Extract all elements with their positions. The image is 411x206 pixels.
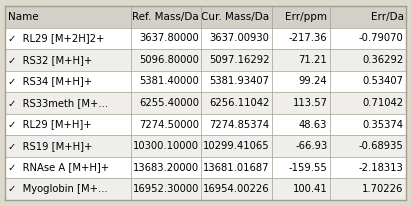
Text: ✓  RS34 [M+H]+: ✓ RS34 [M+H]+: [8, 76, 92, 87]
Text: ✓  RS33meth [M+...: ✓ RS33meth [M+...: [8, 98, 109, 108]
Text: -159.55: -159.55: [289, 163, 328, 173]
Text: 7274.50000: 7274.50000: [139, 119, 199, 130]
Text: 113.57: 113.57: [292, 98, 328, 108]
Text: ✓  Myoglobin [M+...: ✓ Myoglobin [M+...: [8, 184, 108, 194]
Bar: [5, 92, 406, 114]
Text: -2.18313: -2.18313: [359, 163, 404, 173]
Text: 6256.11042: 6256.11042: [209, 98, 269, 108]
Bar: [5, 49, 406, 71]
Text: 99.24: 99.24: [299, 76, 328, 87]
Bar: [5, 135, 406, 157]
Text: 3637.00930: 3637.00930: [209, 33, 269, 43]
Text: Cur. Mass/Da: Cur. Mass/Da: [201, 12, 269, 22]
Text: -217.36: -217.36: [289, 33, 328, 43]
Text: ✓  RS19 [M+H]+: ✓ RS19 [M+H]+: [8, 141, 92, 151]
Bar: [5, 6, 406, 28]
Text: -66.93: -66.93: [295, 141, 328, 151]
Bar: [5, 71, 406, 92]
Text: 7274.85374: 7274.85374: [209, 119, 269, 130]
Text: Err/ppm: Err/ppm: [285, 12, 328, 22]
Text: 13683.20000: 13683.20000: [133, 163, 199, 173]
Text: Ref. Mass/Da: Ref. Mass/Da: [132, 12, 199, 22]
Text: ✓  RNAse A [M+H]+: ✓ RNAse A [M+H]+: [8, 163, 109, 173]
Bar: [5, 178, 406, 200]
Text: 0.53407: 0.53407: [363, 76, 404, 87]
Text: 3637.80000: 3637.80000: [139, 33, 199, 43]
Text: 5381.40000: 5381.40000: [139, 76, 199, 87]
Bar: [5, 28, 406, 49]
Text: 0.71042: 0.71042: [363, 98, 404, 108]
Text: 0.35374: 0.35374: [363, 119, 404, 130]
Text: 13681.01687: 13681.01687: [203, 163, 269, 173]
Text: ✓  RL29 [M+2H]2+: ✓ RL29 [M+2H]2+: [8, 33, 104, 43]
Text: 48.63: 48.63: [299, 119, 328, 130]
Text: 10300.10000: 10300.10000: [133, 141, 199, 151]
Text: 16952.30000: 16952.30000: [133, 184, 199, 194]
Bar: [5, 114, 406, 135]
Text: Err/Da: Err/Da: [371, 12, 404, 22]
Text: ✓  RL29 [M+H]+: ✓ RL29 [M+H]+: [8, 119, 92, 130]
Text: 5097.16292: 5097.16292: [209, 55, 269, 65]
Text: 10299.41065: 10299.41065: [203, 141, 269, 151]
Text: 0.36292: 0.36292: [363, 55, 404, 65]
Text: 6255.40000: 6255.40000: [139, 98, 199, 108]
Text: 71.21: 71.21: [299, 55, 328, 65]
Text: Name: Name: [8, 12, 39, 22]
Text: -0.79070: -0.79070: [359, 33, 404, 43]
Text: ✓  RS32 [M+H]+: ✓ RS32 [M+H]+: [8, 55, 92, 65]
Text: 5381.93407: 5381.93407: [209, 76, 269, 87]
Text: 1.70226: 1.70226: [362, 184, 404, 194]
Text: 5096.80000: 5096.80000: [139, 55, 199, 65]
Text: 100.41: 100.41: [293, 184, 328, 194]
Text: -0.68935: -0.68935: [359, 141, 404, 151]
Text: 16954.00226: 16954.00226: [203, 184, 269, 194]
Bar: [5, 157, 406, 178]
